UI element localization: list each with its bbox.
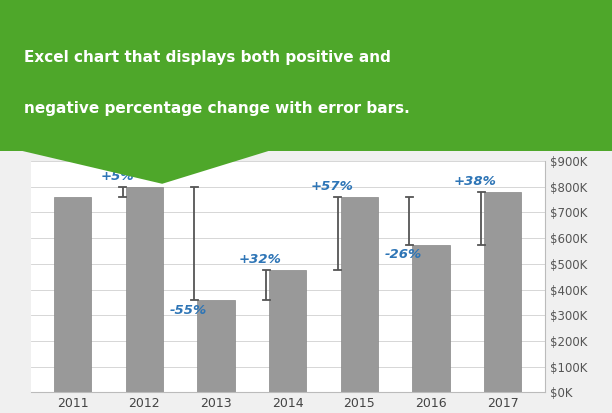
Text: negative percentage change with error bars.: negative percentage change with error ba… (24, 101, 410, 116)
Title: Annual Revenue Trend: Annual Revenue Trend (187, 136, 389, 154)
Text: -55%: -55% (170, 304, 207, 317)
Bar (341, 197, 378, 392)
Text: -26%: -26% (385, 249, 422, 261)
Text: +57%: +57% (311, 180, 354, 193)
Bar (484, 192, 521, 392)
Text: +38%: +38% (454, 175, 497, 188)
Bar (412, 244, 450, 392)
Bar (197, 300, 234, 392)
Text: +5%: +5% (100, 170, 134, 183)
Bar (125, 187, 163, 392)
Text: Excel chart that displays both positive and: Excel chart that displays both positive … (24, 50, 391, 65)
Bar (54, 197, 91, 392)
Bar (269, 270, 306, 392)
Text: +32%: +32% (239, 254, 282, 266)
